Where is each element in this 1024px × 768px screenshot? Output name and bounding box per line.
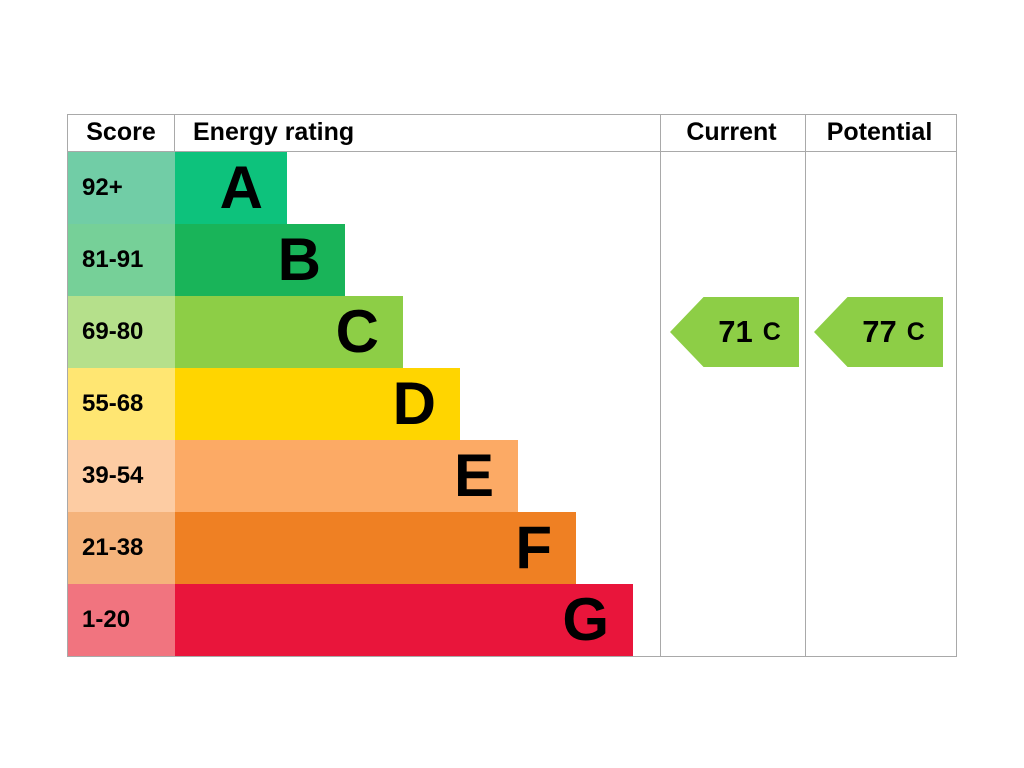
band-row-g: 1-20 G	[68, 584, 956, 656]
band-bar-g: G	[175, 584, 633, 656]
column-divider-current	[660, 115, 661, 656]
table-header-row: Score Energy rating Current Potential	[68, 115, 956, 152]
score-range-f: 21-38	[68, 512, 175, 584]
score-range-a: 92+	[68, 152, 175, 224]
score-range-b: 81-91	[68, 224, 175, 296]
band-bar-f: F	[175, 512, 576, 584]
band-letter-e: E	[453, 442, 494, 509]
band-row-b: 81-91 B	[68, 224, 956, 296]
header-score: Score	[68, 115, 175, 151]
header-current: Current	[686, 118, 777, 146]
band-letter-b: B	[277, 226, 321, 293]
column-divider-potential	[805, 115, 806, 656]
band-row-e: 39-54 E	[68, 440, 956, 512]
band-letter-a: A	[219, 154, 263, 221]
score-range-d: 55-68	[68, 368, 175, 440]
epc-rating-table: Score Energy rating Current Potential 92…	[67, 114, 957, 657]
band-letter-g: G	[562, 586, 609, 653]
header-energy-rating: Energy rating	[193, 118, 355, 146]
score-range-c: 69-80	[68, 296, 175, 368]
band-bar-a: A	[175, 152, 287, 224]
band-letter-c: C	[335, 298, 379, 365]
band-bar-c: C	[175, 296, 403, 368]
band-row-d: 55-68 D	[68, 368, 956, 440]
score-range-e: 39-54	[68, 440, 175, 512]
band-bar-e: E	[175, 440, 518, 512]
band-bar-b: B	[175, 224, 345, 296]
band-row-a: 92+ A	[68, 152, 956, 224]
band-row-c: 69-80 C	[68, 296, 956, 368]
band-letter-f: F	[515, 514, 552, 581]
current-rating-letter: C	[762, 317, 781, 346]
potential-score-value: 77	[862, 314, 897, 349]
score-range-g: 1-20	[68, 584, 175, 656]
band-letter-d: D	[392, 370, 436, 437]
current-score-value: 71	[718, 314, 753, 349]
potential-rating-letter: C	[906, 317, 925, 346]
band-row-f: 21-38 F	[68, 512, 956, 584]
header-potential: Potential	[826, 118, 933, 146]
band-rows: 92+ A 81-91 B 69-80 C 55-68 D 39-54 E 21…	[68, 152, 956, 656]
band-bar-d: D	[175, 368, 460, 440]
